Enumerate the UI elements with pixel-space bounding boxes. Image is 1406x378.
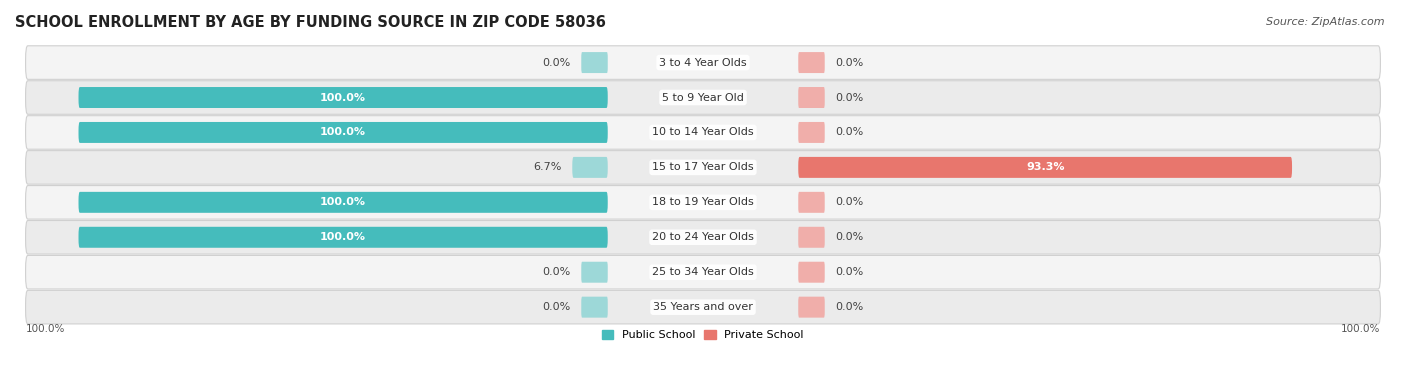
FancyBboxPatch shape (799, 262, 825, 283)
FancyBboxPatch shape (25, 290, 1381, 324)
FancyBboxPatch shape (799, 52, 825, 73)
FancyBboxPatch shape (581, 262, 607, 283)
FancyBboxPatch shape (799, 157, 1292, 178)
Text: 100.0%: 100.0% (321, 93, 366, 102)
FancyBboxPatch shape (25, 186, 1381, 219)
Text: SCHOOL ENROLLMENT BY AGE BY FUNDING SOURCE IN ZIP CODE 58036: SCHOOL ENROLLMENT BY AGE BY FUNDING SOUR… (15, 15, 606, 30)
Text: 20 to 24 Year Olds: 20 to 24 Year Olds (652, 232, 754, 242)
FancyBboxPatch shape (25, 220, 1381, 254)
Text: 35 Years and over: 35 Years and over (652, 302, 754, 312)
Text: 0.0%: 0.0% (835, 197, 863, 207)
Text: 100.0%: 100.0% (321, 232, 366, 242)
Text: 6.7%: 6.7% (533, 163, 561, 172)
FancyBboxPatch shape (79, 227, 607, 248)
FancyBboxPatch shape (799, 122, 825, 143)
Text: 18 to 19 Year Olds: 18 to 19 Year Olds (652, 197, 754, 207)
Text: 0.0%: 0.0% (543, 57, 571, 68)
Text: 100.0%: 100.0% (1341, 324, 1381, 335)
FancyBboxPatch shape (799, 297, 825, 318)
FancyBboxPatch shape (79, 192, 607, 213)
FancyBboxPatch shape (572, 157, 607, 178)
Text: 0.0%: 0.0% (835, 93, 863, 102)
FancyBboxPatch shape (581, 297, 607, 318)
Text: 100.0%: 100.0% (25, 324, 65, 335)
FancyBboxPatch shape (25, 256, 1381, 289)
FancyBboxPatch shape (25, 81, 1381, 114)
FancyBboxPatch shape (799, 192, 825, 213)
Text: 5 to 9 Year Old: 5 to 9 Year Old (662, 93, 744, 102)
Text: 3 to 4 Year Olds: 3 to 4 Year Olds (659, 57, 747, 68)
Legend: Public School, Private School: Public School, Private School (598, 325, 808, 344)
FancyBboxPatch shape (581, 52, 607, 73)
Text: 0.0%: 0.0% (835, 302, 863, 312)
Text: 0.0%: 0.0% (835, 127, 863, 138)
Text: 93.3%: 93.3% (1026, 163, 1064, 172)
Text: 0.0%: 0.0% (835, 232, 863, 242)
FancyBboxPatch shape (79, 87, 607, 108)
Text: 100.0%: 100.0% (321, 197, 366, 207)
FancyBboxPatch shape (79, 122, 607, 143)
FancyBboxPatch shape (25, 46, 1381, 79)
Text: 15 to 17 Year Olds: 15 to 17 Year Olds (652, 163, 754, 172)
FancyBboxPatch shape (799, 227, 825, 248)
Text: 100.0%: 100.0% (321, 127, 366, 138)
Text: 25 to 34 Year Olds: 25 to 34 Year Olds (652, 267, 754, 277)
Text: 10 to 14 Year Olds: 10 to 14 Year Olds (652, 127, 754, 138)
Text: 0.0%: 0.0% (835, 267, 863, 277)
Text: 0.0%: 0.0% (543, 267, 571, 277)
FancyBboxPatch shape (25, 150, 1381, 184)
FancyBboxPatch shape (25, 116, 1381, 149)
FancyBboxPatch shape (799, 87, 825, 108)
Text: 0.0%: 0.0% (543, 302, 571, 312)
Text: 0.0%: 0.0% (835, 57, 863, 68)
Text: Source: ZipAtlas.com: Source: ZipAtlas.com (1267, 17, 1385, 27)
